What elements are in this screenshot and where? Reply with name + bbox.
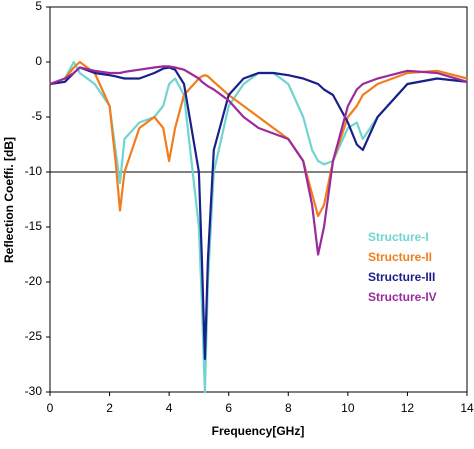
y-tick-label: -20 [25,274,43,288]
legend-entry: Structure-II [368,250,432,264]
x-tick-label: 6 [225,401,232,415]
legend-entry: Structure-IV [368,290,437,304]
series-line [49,66,468,361]
x-tick-label: 12 [401,401,415,415]
y-tick-label: -10 [25,164,43,178]
series-line [49,60,468,218]
series-line [49,65,468,256]
y-tick-label: 0 [35,54,42,68]
x-tick-label: 8 [285,401,292,415]
y-tick-label: 5 [35,0,42,13]
x-tick-label: 10 [341,401,355,415]
y-axis-title: Reflection Coeffi. [dB] [2,137,16,263]
y-tick-label: -5 [31,109,42,123]
y-tick-label: -15 [25,219,43,233]
x-axis-title: Frequency[GHz] [212,424,305,438]
y-tick-label: -30 [25,384,43,398]
series-line [49,60,468,394]
y-tick-label: -25 [25,329,43,343]
x-tick-label: 0 [47,401,54,415]
x-tick-label: 4 [166,401,173,415]
plot-frame [49,6,468,393]
legend-entry: Structure-III [368,270,435,284]
x-tick-label: 2 [106,401,113,415]
x-tick-label: 14 [460,401,474,415]
legend-entry: Structure-I [368,230,429,244]
